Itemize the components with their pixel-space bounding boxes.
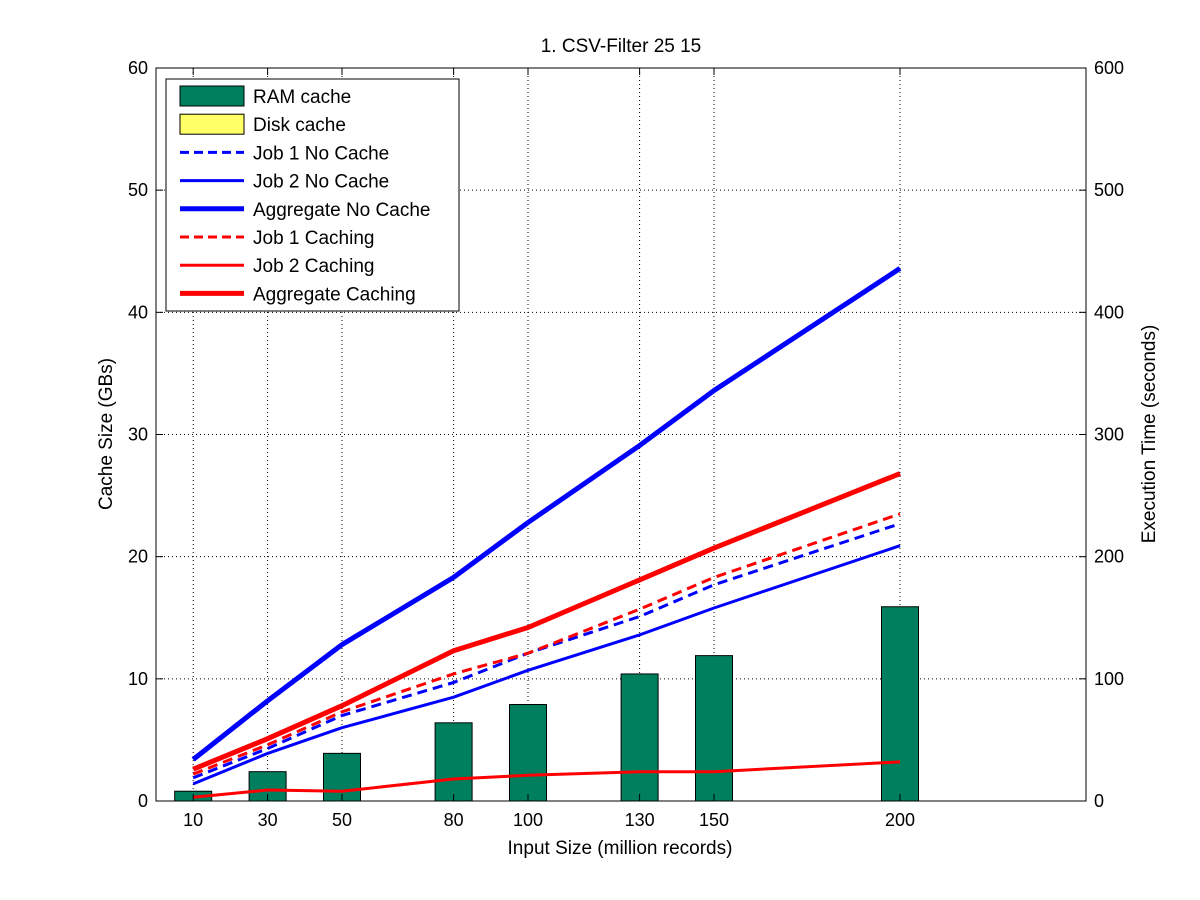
y-left-tick-label: 10 bbox=[128, 669, 148, 689]
y-right-tick-label: 400 bbox=[1094, 302, 1124, 322]
y-right-tick-label: 600 bbox=[1094, 58, 1124, 78]
y-right-tick-label: 100 bbox=[1094, 669, 1124, 689]
chart-title: 1. CSV-Filter 25 15 bbox=[541, 36, 702, 57]
y-left-tick-label: 20 bbox=[128, 547, 148, 567]
bar-ram-cache bbox=[881, 606, 919, 802]
y-left-tick-label: 40 bbox=[128, 302, 148, 322]
y-left-tick-label: 30 bbox=[128, 425, 148, 445]
series-line-job-2-caching bbox=[193, 760, 901, 799]
y-right-tick-label: 0 bbox=[1094, 791, 1104, 811]
bar-ram-cache bbox=[620, 673, 659, 802]
y-right-tick-label: 200 bbox=[1094, 547, 1124, 567]
y-right-tick-label: 300 bbox=[1094, 425, 1124, 445]
series-line-aggregate-caching bbox=[192, 471, 901, 772]
y-left-tick-label: 0 bbox=[138, 791, 148, 811]
y-axis-right-label: Execution Time (seconds) bbox=[1139, 325, 1160, 544]
bar-ram-cache bbox=[323, 752, 361, 802]
x-tick-label: 50 bbox=[332, 810, 352, 830]
legend-label: Job 2 Caching bbox=[253, 256, 374, 277]
bar-ram-cache bbox=[695, 655, 733, 802]
series-line-aggregate-no-cache bbox=[191, 266, 902, 762]
legend-label: Aggregate No Cache bbox=[253, 200, 430, 221]
legend-label: Job 1 No Cache bbox=[253, 143, 389, 164]
x-tick-label: 30 bbox=[258, 810, 278, 830]
legend-swatch-bar bbox=[179, 113, 245, 135]
legend: RAM cache Disk cache Job 1 No Cache Job 2 N… bbox=[165, 78, 460, 312]
x-tick-label: 10 bbox=[183, 810, 203, 830]
lines bbox=[191, 266, 902, 799]
x-tick-label: 200 bbox=[885, 810, 915, 830]
legend-label: Job 1 Caching bbox=[253, 228, 374, 249]
x-tick-label: 80 bbox=[444, 810, 464, 830]
x-tick-label: 100 bbox=[513, 810, 543, 830]
bar-ram-cache bbox=[509, 703, 547, 802]
legend-label: Disk cache bbox=[253, 115, 346, 136]
series-line-job-2-no-cache bbox=[192, 544, 901, 786]
bar-ram-cache bbox=[434, 722, 473, 802]
y-left-tick-label: 60 bbox=[128, 58, 148, 78]
x-axis-label: Input Size (million records) bbox=[508, 838, 733, 859]
legend-label: RAM cache bbox=[253, 87, 351, 108]
legend-swatch-bar bbox=[179, 85, 245, 107]
bars bbox=[174, 606, 919, 802]
y-left-tick-label: 50 bbox=[128, 180, 148, 200]
x-tick-label: 150 bbox=[699, 810, 729, 830]
legend-label: Aggregate Caching bbox=[253, 284, 416, 305]
axes: 10 30 50 80 100 130 150 20001020304050600100200… bbox=[128, 58, 1124, 830]
legend-label: Job 2 No Cache bbox=[253, 172, 389, 193]
x-tick-label: 130 bbox=[625, 810, 655, 830]
y-right-tick-label: 500 bbox=[1094, 180, 1124, 200]
y-axis-left-label: Cache Size (GBs) bbox=[96, 358, 117, 510]
